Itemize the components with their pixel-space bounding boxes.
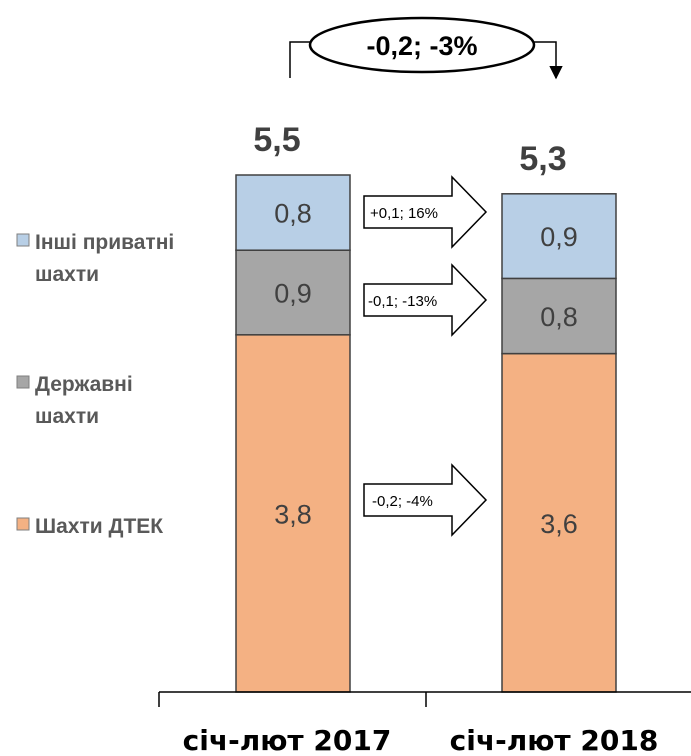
bar-segment-dtek-1	[501, 352, 617, 693]
total-label-0: 5,5	[253, 121, 300, 159]
bar-segment-other-0	[235, 174, 351, 251]
change-arrow-other: +0,1; 16%	[363, 175, 488, 249]
data-label-other-1: 0,9	[540, 222, 578, 252]
bar-segment-state-1	[501, 277, 617, 355]
change-arrow-other-shape	[363, 175, 488, 249]
legend-swatch-other	[16, 233, 30, 247]
legend-label-dtek: Шахти ДТЕК	[35, 515, 163, 538]
data-label-other-0: 0,8	[274, 199, 312, 229]
bars-layer: 3,8 0,9 0,8 5,5 3,6 0,8 0,9 5,3	[235, 121, 617, 693]
change-arrow-state: -0,1; -13%	[363, 263, 488, 337]
legend-label-state-line1: Державні	[35, 373, 133, 396]
change-arrows: +0,1; 16% -0,1; -13% -0,2; -4%	[363, 175, 488, 537]
change-arrow-dtek: -0,2; -4%	[363, 463, 488, 537]
total-change-bracket-line	[289, 41, 556, 78]
change-arrow-other-label: +0,1; 16%	[370, 205, 438, 222]
x-axis: січ-лют 2017 січ-лют 2018	[158, 691, 691, 756]
data-label-dtek-0: 3,8	[274, 499, 312, 529]
legend-label-state-line2: шахти	[35, 405, 99, 428]
data-label-state-1: 0,8	[540, 302, 578, 332]
change-arrow-state-shape	[363, 263, 488, 337]
x-tick-label-2018: січ-лют 2018	[450, 724, 659, 756]
legend-item-dtek: Шахти ДТЕК	[16, 515, 163, 538]
bar-segment-other-1	[501, 193, 617, 280]
x-tick-label-2017: січ-лют 2017	[183, 724, 392, 756]
legend: Інші приватні шахти Державні шахти Шахти…	[16, 231, 174, 538]
change-arrow-dtek-shape	[363, 463, 488, 537]
data-label-state-0: 0,9	[274, 279, 312, 309]
total-change-label: -0,2; -3%	[366, 31, 477, 61]
change-arrow-state-label: -0,1; -13%	[368, 293, 437, 310]
legend-label-other-line2: шахти	[35, 263, 99, 286]
total-change-ellipse	[308, 16, 536, 74]
total-label-1: 5,3	[519, 140, 566, 178]
legend-item-state: Державні шахти	[16, 373, 133, 428]
change-arrow-dtek-label: -0,2; -4%	[372, 493, 433, 510]
bar-segment-dtek-0	[235, 334, 351, 693]
bar-segment-state-0	[235, 249, 351, 336]
legend-label-other-line1: Інші приватні	[35, 231, 174, 254]
legend-swatch-state	[16, 375, 30, 389]
legend-item-other: Інші приватні шахти	[16, 231, 174, 286]
data-label-dtek-1: 3,6	[540, 509, 578, 539]
legend-swatch-dtek	[16, 517, 30, 531]
total-change-annotation: -0,2; -3%	[289, 16, 556, 78]
